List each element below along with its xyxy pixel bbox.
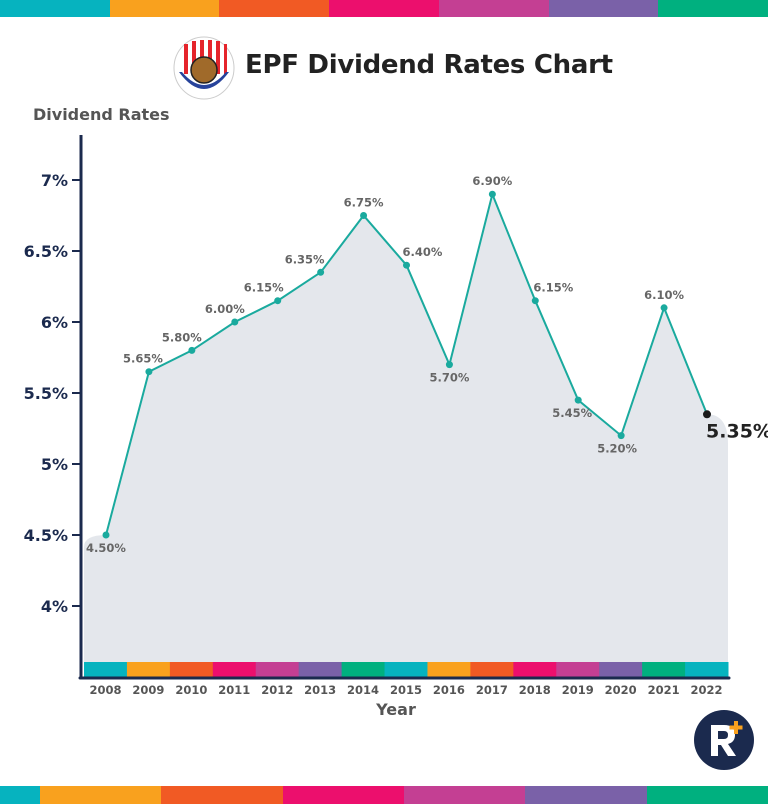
stripe-segment [161,786,283,804]
x-tick-label: 2013 [304,683,336,697]
year-color-band [212,662,257,677]
stripe-segment [109,0,220,17]
stripe-segment [438,0,549,17]
data-point [531,297,539,305]
data-label: 5.20% [597,442,637,456]
data-point [445,361,453,369]
year-color-band [599,662,643,677]
y-axis-label: Dividend Rates [33,105,170,124]
data-point [703,410,711,419]
data-label: 6.15% [533,281,573,295]
x-tick-label: 2016 [433,683,465,697]
highlight-data-label: 5.35% [706,420,768,442]
stripe-segment [282,786,405,804]
x-tick-label: 2010 [175,683,207,697]
data-point [360,212,368,219]
data-point [188,346,196,354]
x-tick-label: 2018 [519,683,551,697]
y-tick-label: 4% [41,597,68,616]
kwsp-logo-icon [173,36,235,100]
data-point [102,531,110,539]
stripe-segment [525,786,647,804]
x-tick-label: 2012 [261,683,293,697]
data-label: 5.80% [162,330,202,344]
bottom-color-stripe [0,786,768,804]
data-point [231,318,239,326]
year-color-band [685,662,729,677]
data-point [317,268,325,276]
year-color-band [470,662,514,677]
y-tick-label: 6.5% [24,242,68,261]
data-point [488,190,496,198]
year-color-band [126,662,171,677]
year-color-band [84,662,128,677]
year-color-band [169,662,214,677]
data-label: 5.70% [429,371,469,385]
x-tick-label: 2011 [218,683,250,697]
data-point [274,297,282,305]
year-color-band [384,662,428,677]
data-point [574,396,582,404]
y-tick-label: 5.5% [24,384,68,403]
x-tick-label: 2017 [476,683,508,697]
y-tick-label: 4.5% [24,526,68,545]
data-label: 6.00% [205,302,245,316]
x-tick-label: 2009 [132,683,164,697]
year-color-band [642,662,686,677]
data-label: 6.35% [285,252,325,266]
stripe-segment [0,786,41,804]
data-label: 6.75% [344,196,384,210]
data-label: 5.45% [552,406,592,420]
data-label: 5.65% [123,352,163,366]
stripe-segment [329,0,439,17]
year-color-band [513,662,557,677]
x-tick-label: 2020 [605,683,637,697]
x-tick-label: 2008 [89,683,121,697]
data-label: 4.50% [86,541,126,555]
year-color-band [255,662,300,677]
data-point [617,432,625,440]
year-color-band [298,662,343,677]
x-tick-label: 2014 [347,683,379,697]
data-point [660,304,668,312]
y-tick-label: 6% [41,313,68,332]
stripe-segment [40,786,162,804]
brand-logo-icon [694,710,754,770]
stripe-segment [0,0,110,17]
chart-title: EPF Dividend Rates Chart [245,50,613,80]
x-tick-label: 2021 [648,683,680,697]
x-tick-label: 2015 [390,683,422,697]
year-color-band [427,662,471,677]
y-tick-label: 5% [41,455,68,474]
stripe-segment [658,0,768,17]
area-fill [84,194,728,677]
stripe-segment [646,786,768,804]
data-point [145,368,153,376]
data-label: 6.15% [244,281,284,295]
data-label: 6.90% [472,174,512,188]
stripe-segment [548,0,659,17]
data-label: 6.10% [644,288,684,302]
data-point [403,261,410,269]
x-tick-label: 2019 [562,683,594,697]
y-tick-label: 7% [41,171,68,190]
data-label: 6.40% [403,245,443,259]
stripe-segment [404,786,526,804]
x-tick-label: 2022 [691,683,723,697]
year-color-band [556,662,600,677]
top-color-stripe [0,0,768,17]
stripe-segment [219,0,330,17]
year-color-band [341,662,386,677]
x-axis-label: Year [376,700,416,719]
